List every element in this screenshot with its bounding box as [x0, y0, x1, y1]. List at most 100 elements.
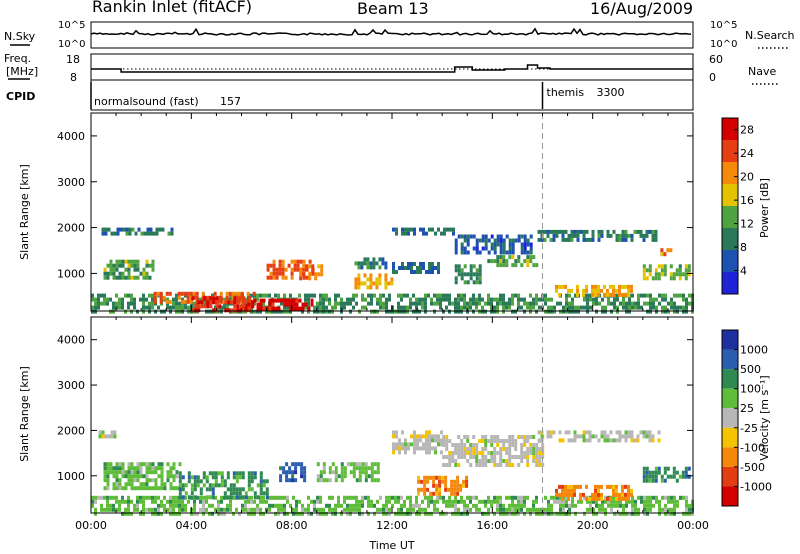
heatmap-cell	[673, 305, 676, 310]
heatmap-cell	[364, 478, 368, 483]
heatmap-cell	[241, 309, 244, 314]
heatmap-cell	[594, 284, 597, 289]
heatmap-cell	[675, 268, 679, 273]
heatmap-cell	[196, 479, 200, 484]
heatmap-cell	[631, 503, 634, 508]
heatmap-cell	[466, 435, 470, 439]
heatmap-cell	[585, 496, 588, 501]
heatmap-cell	[562, 499, 565, 504]
heatmap-cell	[663, 272, 667, 277]
heatmap-cell	[517, 463, 521, 467]
heatmap-cell	[646, 495, 649, 500]
heatmap-cell	[645, 268, 649, 273]
heatmap-cell	[259, 487, 263, 492]
heatmap-cell	[670, 495, 673, 500]
heatmap-cell	[121, 301, 124, 306]
heatmap-cell	[187, 475, 191, 480]
heatmap-cell	[517, 301, 520, 306]
heatmap-cell	[609, 284, 612, 289]
heatmap-cell	[385, 503, 388, 508]
heatmap-cell	[271, 503, 274, 508]
heatmap-cell	[448, 503, 451, 508]
heatmap-cell	[376, 470, 380, 475]
heatmap-cell	[372, 257, 376, 262]
heatmap-cell	[454, 447, 458, 451]
heatmap-cell	[310, 511, 313, 516]
heatmap-cell	[238, 491, 242, 496]
heatmap-cell	[413, 430, 416, 435]
heatmap-cell	[562, 511, 565, 516]
heatmap-cell	[484, 234, 488, 239]
heatmap-cell	[543, 229, 547, 234]
heatmap-cell	[564, 484, 567, 489]
heatmap-cell	[392, 442, 395, 447]
heatmap-cell	[115, 478, 119, 483]
heatmap-cell	[610, 503, 613, 508]
heatmap-cell	[265, 309, 268, 314]
heatmap-cell	[286, 499, 289, 504]
heatmap-cell	[298, 293, 301, 298]
heatmap-cell	[478, 268, 482, 273]
heatmap-cell	[613, 301, 616, 306]
heatmap-cell	[535, 507, 538, 512]
heatmap-cell	[514, 439, 518, 443]
heatmap-cell	[416, 446, 419, 451]
heatmap-cell	[378, 273, 382, 278]
heatmap-cell	[451, 451, 455, 455]
heatmap-cell	[145, 470, 149, 475]
heatmap-cell	[367, 293, 370, 298]
heatmap-cell	[163, 503, 166, 508]
heatmap-cell	[268, 507, 271, 512]
heatmap-cell	[478, 507, 481, 512]
heatmap-cell	[369, 281, 373, 286]
heatmap-cell	[499, 439, 503, 443]
heatmap-cell	[625, 503, 628, 508]
heatmap-cell	[523, 246, 527, 251]
heatmap-cell	[183, 299, 187, 304]
heatmap-cell	[413, 438, 416, 443]
heatmap-cell	[562, 309, 565, 314]
heatmap-cell	[172, 486, 176, 491]
heatmap-cell	[535, 451, 539, 455]
heatmap-cell	[625, 301, 628, 306]
heatmap-cell	[145, 495, 148, 500]
heatmap-cell	[589, 507, 592, 512]
heatmap-cell	[496, 263, 500, 268]
heatmap-cell	[142, 486, 146, 491]
heatmap-cell	[666, 474, 670, 479]
heatmap-cell	[436, 495, 439, 500]
heatmap-cell	[543, 237, 547, 242]
heatmap-cell	[299, 268, 303, 273]
colorbar-segment	[722, 388, 738, 409]
heatmap-cell	[279, 466, 283, 471]
heatmap-cell	[457, 305, 460, 310]
heatmap-cell	[250, 499, 253, 504]
heatmap-cell	[460, 443, 464, 447]
heatmap-cell	[404, 438, 407, 443]
y-tick-label: 2000	[57, 424, 85, 437]
heatmap-cell	[133, 466, 137, 471]
heatmap-cell	[493, 309, 496, 314]
heatmap-cell	[628, 301, 631, 306]
heatmap-cell	[601, 309, 604, 314]
heatmap-cell	[511, 443, 515, 447]
heatmap-cell	[463, 234, 467, 239]
heatmap-cell	[508, 242, 512, 247]
heatmap-cell	[391, 309, 394, 314]
heatmap-cell	[544, 507, 547, 512]
heatmap-cell	[104, 434, 108, 439]
heatmap-cell	[502, 447, 506, 451]
heatmap-cell	[618, 233, 622, 238]
heatmap-cell	[523, 499, 526, 504]
heatmap-cell	[648, 470, 652, 475]
heatmap-cell	[684, 470, 688, 475]
heatmap-cell	[649, 305, 652, 310]
heatmap-cell	[624, 237, 628, 242]
heatmap-cell	[226, 507, 229, 512]
nsearch-label: N.Search	[745, 29, 795, 42]
heatmap-cell	[378, 277, 382, 282]
heatmap-cell	[281, 259, 285, 264]
heatmap-cell	[288, 470, 292, 475]
heatmap-cell	[676, 309, 679, 314]
heatmap-cell	[457, 443, 461, 447]
